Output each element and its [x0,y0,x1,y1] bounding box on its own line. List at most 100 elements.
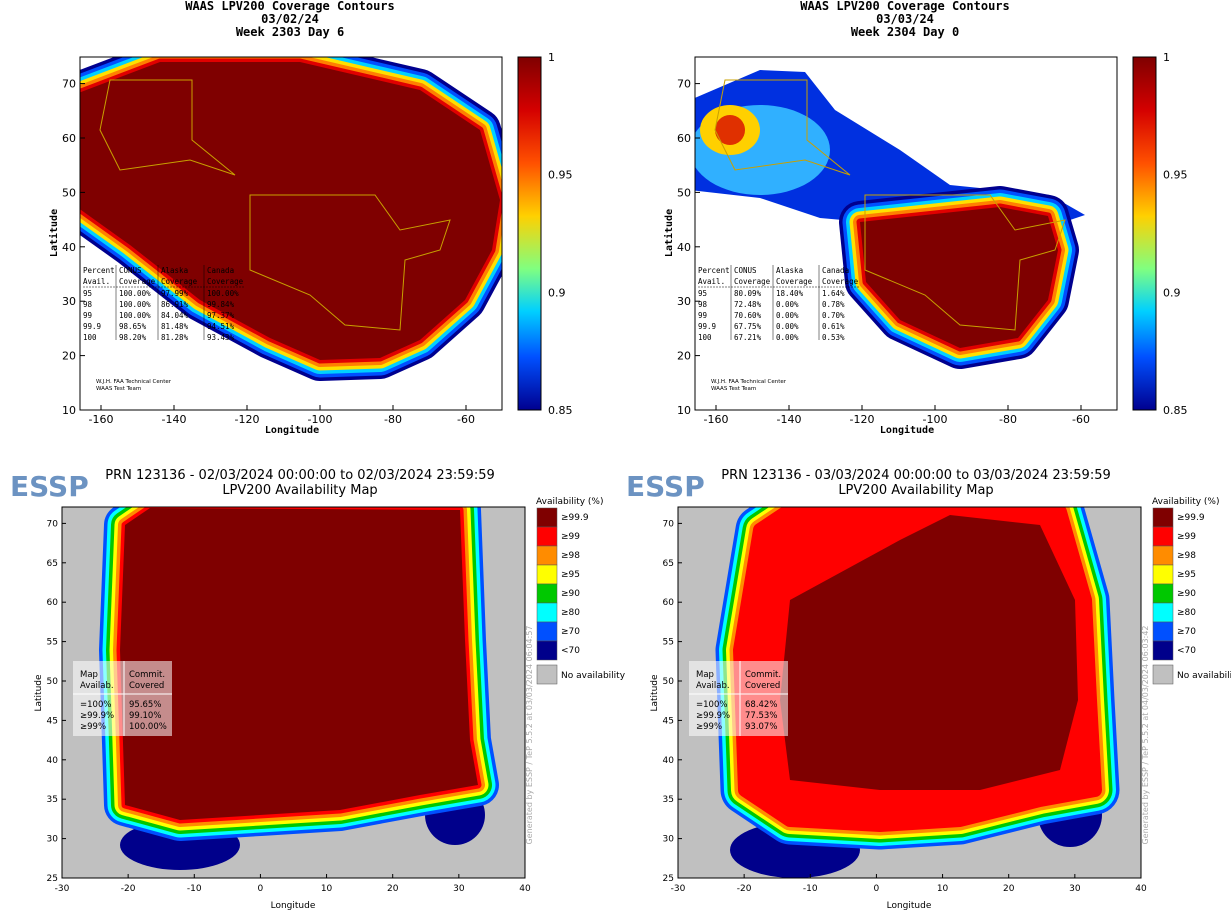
legend-label: ≥99 [561,532,580,542]
legend-label: ≥70 [1177,627,1196,637]
table-cell: 67.75% [734,322,762,331]
table-cell: 80.09% [734,289,762,298]
x-tick-label: -30 [671,884,686,894]
y-tick-label: 20 [62,350,76,363]
legend-swatch [1152,545,1174,566]
legend-swatch [536,526,558,547]
x-axis-label: Longitude [887,901,932,911]
y-tick-label: 45 [47,716,58,726]
legend-swatch [536,545,558,566]
table-cell: Coverage [119,277,156,286]
table-cell: 77.53% [745,711,777,721]
table-cell: 99.9 [83,322,101,331]
region-outline [864,194,1066,331]
x-tick-label: -80 [384,413,402,426]
colorbar-tick-label: 1 [548,51,555,64]
coverage-core [120,508,478,820]
table-cell: 100.00% [119,311,151,320]
y-tick-label: 25 [663,874,674,884]
region-outline [714,79,851,176]
y-tick-label: 30 [47,835,59,845]
colorbar-tick-label: 0.85 [548,404,573,417]
credit: WAAS Test Team [96,386,141,392]
legend-label: ≥70 [561,627,580,637]
colorbar-tick-label: 0.95 [1163,169,1188,182]
logo: ESSP [10,470,89,503]
credit: W.J.H. FAA Technical Center [711,379,787,385]
map [695,70,1085,369]
y-tick-label: 60 [62,132,76,145]
table-cell: ≥99.9% [80,711,114,721]
table-cell: 100 [83,333,97,342]
plot-frame [677,506,1142,879]
colorbar-tick-label: 1 [1163,51,1170,64]
x-tick-label: -120 [235,413,260,426]
colorbar-tick-label: 0.9 [1163,286,1181,299]
legend-swatch [1152,640,1174,661]
table-cell: 67.21% [734,333,762,342]
y-tick-label: 40 [47,756,59,766]
legend-label: ≥99.9 [561,513,589,523]
legend-label: ≥80 [561,608,580,618]
legend-swatch [1152,602,1174,623]
logo: ESSP [626,470,705,503]
panel-title: Week 2303 Day 6 [236,25,344,39]
x-tick-label: 0 [874,884,880,894]
table-cell: =100% [696,700,727,710]
region-outline [99,79,236,176]
table-cell: Coverage [161,277,198,286]
colorbar-tick-label: 0.9 [548,286,566,299]
table-cell: 100.00% [119,300,151,309]
table-cell: ≥99% [696,722,722,732]
legend-swatch [1152,621,1174,642]
colorbar [517,56,542,411]
legend-title: Availability (%) [1152,497,1220,507]
table-cell: 99.9 [698,322,716,331]
x-axis-label: Longitude [271,901,316,911]
table-cell: 84.04% [161,311,189,320]
table-cell: 93.43% [207,333,235,342]
y-tick-label: 70 [47,519,59,529]
y-tick-label: 55 [663,638,674,648]
table-cell: 18.40% [776,289,804,298]
table-cell: ≥99% [80,722,106,732]
colorbar [1132,56,1157,411]
table-cell: Coverage [734,277,771,286]
plot-frame [694,56,1118,411]
table-header: Commit. [745,670,781,680]
credit: WAAS Test Team [711,386,756,392]
colorbar-tick-label: 0.95 [548,169,573,182]
table-cell: 1.64% [822,289,845,298]
x-tick-label: 10 [937,884,949,894]
table-cell: 0.00% [776,311,799,320]
plot-frame [79,56,503,411]
x-tick-label: -20 [737,884,752,894]
credit: W.J.H. FAA Technical Center [96,379,172,385]
legend-swatch [1152,583,1174,604]
table-cell: 81.48% [161,322,189,331]
coverage-high [715,115,745,145]
table-cell: 99 [698,311,707,320]
x-tick-label: -140 [777,413,802,426]
colorbar-tick-label: 0.85 [1163,404,1188,417]
table-cell: ≥99.9% [696,711,730,721]
x-tick-label: -160 [704,413,729,426]
table-cell: 81.28% [161,333,189,342]
legend-label: ≥99 [1177,532,1196,542]
legend-swatch [536,664,558,685]
y-tick-label: 60 [677,132,691,145]
x-tick-label: -100 [308,413,333,426]
y-tick-label: 40 [62,241,76,254]
panel-title: Week 2304 Day 0 [851,25,959,39]
coverage [80,57,502,381]
y-tick-label: 60 [663,598,675,608]
x-tick-label: 30 [453,884,465,894]
x-tick-label: -120 [850,413,875,426]
legend-label: ≥90 [561,589,580,599]
x-tick-label: -80 [999,413,1017,426]
table-cell: 72.48% [734,300,762,309]
legend-label: ≥80 [1177,608,1196,618]
legend-label: ≥98 [561,551,580,561]
